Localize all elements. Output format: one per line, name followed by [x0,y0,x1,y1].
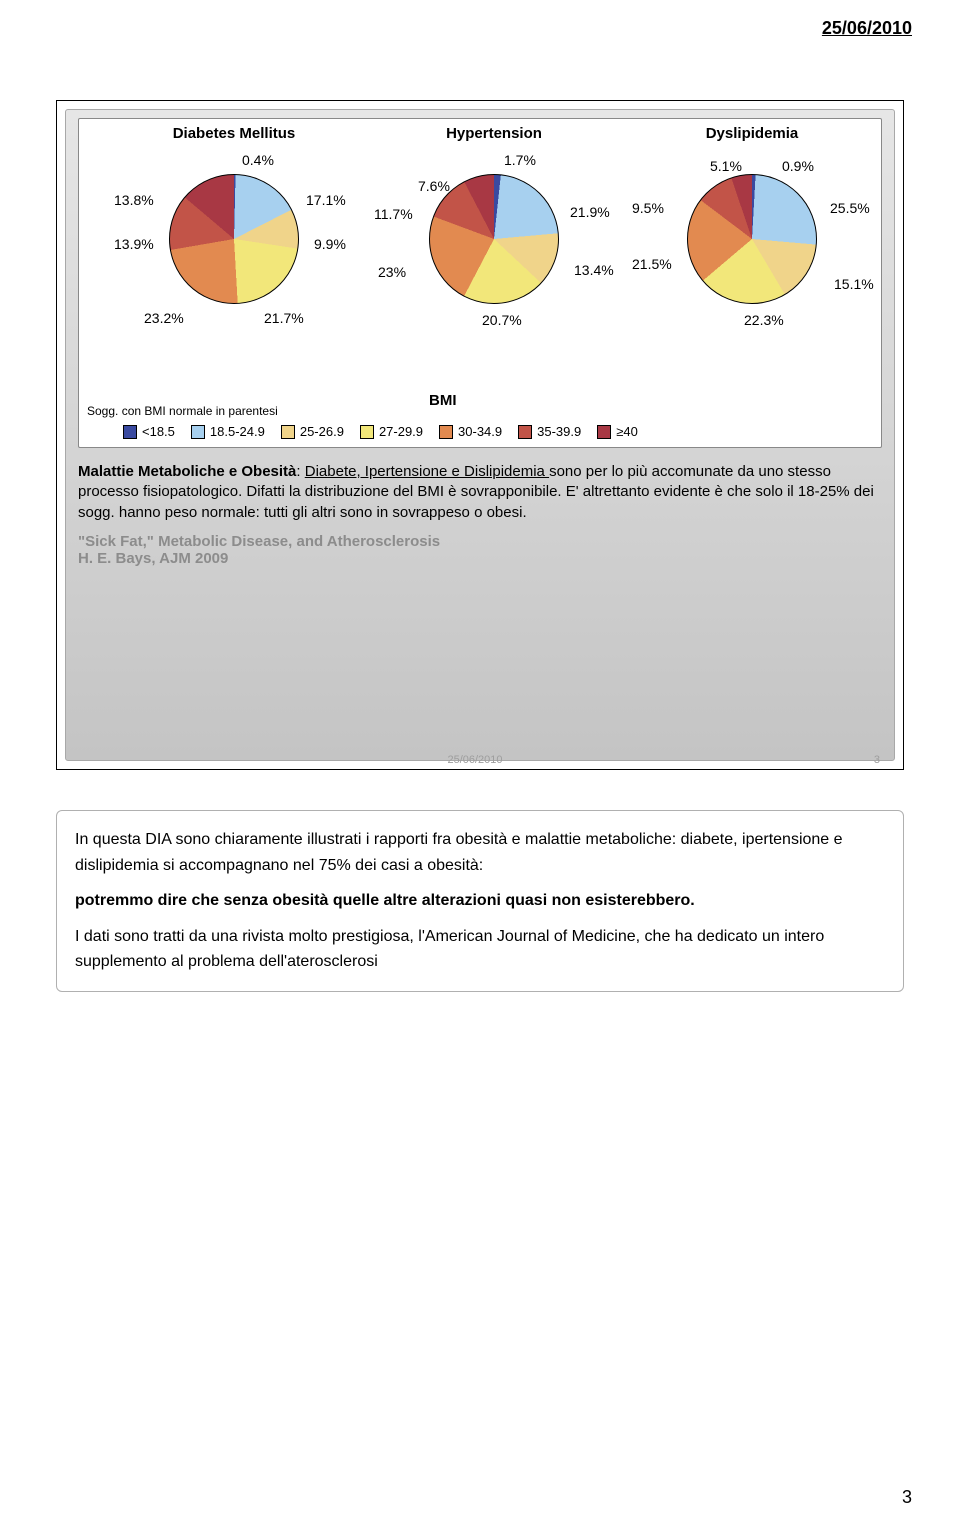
pie-label: 9.5% [632,200,664,216]
chart-title: Dyslipidemia [627,125,877,142]
slide-footer-date: 25/06/2010 [447,754,502,766]
legend-item: 30-34.9 [439,424,502,439]
legend-row: Sogg. con BMI normale in parentesi <18.5… [87,402,873,439]
chart-column: Hypertension 1.7% 7.6% 21.9% 11.7% 13.4% 23% 20… [369,125,619,344]
legend-swatch [191,425,205,439]
commentary-p1: In questa DIA sono chiaramente illustrat… [75,827,885,878]
legend-label: ≥40 [616,424,638,439]
pie-label: 21.5% [632,256,672,272]
legend-item: 27-29.9 [360,424,423,439]
legend-swatch [360,425,374,439]
legend-swatch [123,425,137,439]
pie-label: 17.1% [306,192,346,208]
pie-label: 23.2% [144,310,184,326]
commentary-p2: potremmo dire che senza obesità quelle a… [75,888,885,914]
slide-footer-num: 3 [874,754,880,766]
legend-item: 18.5-24.9 [191,424,265,439]
page-date: 25/06/2010 [822,18,912,39]
page-number: 3 [902,1487,912,1508]
legend-item: 25-26.9 [281,424,344,439]
slide-outer-frame: Diabetes Mellitus 0.4% 17.1% 13.8% 9.9% 13.9%… [56,100,904,770]
legend-swatch [439,425,453,439]
pie-label: 1.7% [504,152,536,168]
pie-label: 7.6% [418,178,450,194]
pie-label: 9.9% [314,236,346,252]
pie-label: 23% [378,264,406,280]
chart-column: Dyslipidemia 5.1% 0.9% 9.5% 25.5% 21.5% 15.1% 2… [627,125,877,344]
pie-label: 5.1% [710,158,742,174]
chart-panel: Diabetes Mellitus 0.4% 17.1% 13.8% 9.9% 13.9%… [78,118,882,448]
legend-swatch [281,425,295,439]
pie-label: 20.7% [482,312,522,328]
legend-label: 25-26.9 [300,424,344,439]
commentary-p3: I dati sono tratti da una rivista molto … [75,924,885,975]
pie-label: 13.8% [114,192,154,208]
pie-wrap: 5.1% 0.9% 9.5% 25.5% 21.5% 15.1% 22.3% [632,144,872,344]
legend-item: <18.5 [123,424,175,439]
pie-label: 22.3% [744,312,784,328]
pie-label: 13.4% [574,262,614,278]
chart-title: Diabetes Mellitus [109,125,359,142]
pie-label: 11.7% [374,206,413,222]
pie-wrap: 1.7% 7.6% 21.9% 11.7% 13.4% 23% 20.7% [374,144,614,344]
legend-items: <18.5 18.5-24.9 25-26.9 27-29.9 30-34.9 35-39… [87,424,873,439]
pie-label: 13.9% [114,236,154,252]
desc-heading: Malattie Metaboliche e Obesità [78,463,296,480]
pie-label: 0.4% [242,152,274,168]
legend-label: 27-29.9 [379,424,423,439]
slide-frame: Diabetes Mellitus 0.4% 17.1% 13.8% 9.9% 13.9%… [65,109,895,761]
pie-chart [687,174,817,304]
legend-note: Sogg. con BMI normale in parentesi [87,404,278,418]
chart-title: Hypertension [369,125,619,142]
pie-label: 25.5% [830,200,870,216]
legend-label: 30-34.9 [458,424,502,439]
legend-label: 18.5-24.9 [210,424,265,439]
legend-swatch [597,425,611,439]
commentary-box: In questa DIA sono chiaramente illustrat… [56,810,904,992]
citation-1: "Sick Fat," Metabolic Disease, and Ather… [78,533,882,550]
legend-item: 35-39.9 [518,424,581,439]
citation-2: H. E. Bays, AJM 2009 [78,550,882,567]
pie-label: 21.7% [264,310,304,326]
legend-label: <18.5 [142,424,175,439]
chart-column: Diabetes Mellitus 0.4% 17.1% 13.8% 9.9% 13.9%… [109,125,359,344]
legend-swatch [518,425,532,439]
pie-label: 15.1% [834,276,874,292]
pie-chart [169,174,299,304]
desc-colon: : [296,463,304,480]
legend-label: 35-39.9 [537,424,581,439]
pie-label: 0.9% [782,158,814,174]
description-block: Malattie Metaboliche e Obesità: Diabete,… [78,462,882,523]
legend-item: ≥40 [597,424,638,439]
pie-wrap: 0.4% 17.1% 13.8% 9.9% 13.9% 21.7% 23.2% [114,144,354,344]
pie-label: 21.9% [570,204,610,220]
desc-underline: Diabete, Ipertensione e Dislipidemia [305,463,549,480]
